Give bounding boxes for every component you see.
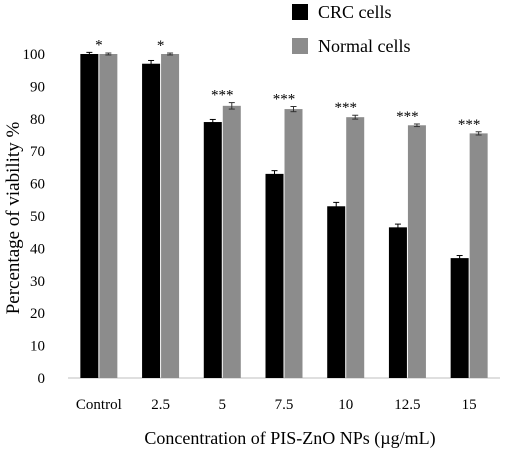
bar-crc — [388, 227, 407, 378]
x-tick-label: 5 — [219, 397, 227, 413]
x-axis: Control 2.5 5 7.5 10 12.5 15 — [68, 377, 500, 413]
significance-marker: * — [95, 37, 103, 53]
bar-normal — [99, 54, 118, 378]
y-axis: 0 10 20 30 40 50 60 70 80 90 100 — [23, 47, 46, 387]
bar-crc — [142, 63, 161, 378]
y-tick-label: 30 — [30, 274, 45, 290]
y-tick-label: 10 — [30, 339, 45, 355]
significance-marker: *** — [273, 91, 296, 107]
significance-marker: *** — [211, 88, 234, 104]
legend-label-normal: Normal cells — [318, 36, 410, 56]
y-tick-label: 70 — [30, 144, 45, 160]
bar-normal — [284, 109, 303, 378]
bar-crc — [80, 54, 99, 378]
y-tick-label: 80 — [30, 112, 45, 128]
x-tick-label: 12.5 — [394, 397, 420, 413]
bar-normal — [469, 133, 488, 378]
x-axis-title: Concentration of PIS-ZnO NPs (µg/mL) — [144, 428, 435, 449]
significance-marker: * — [157, 38, 165, 54]
y-axis-title: Percentage of viability % — [3, 122, 24, 315]
x-tick-label: Control — [76, 397, 122, 413]
y-tick-label: 0 — [38, 371, 46, 387]
bar-crc — [265, 173, 284, 378]
significance-marker: *** — [334, 100, 357, 116]
y-tick-label: 100 — [23, 47, 46, 63]
y-tick-label: 50 — [30, 209, 45, 225]
bar-normal — [346, 117, 365, 379]
legend: CRC cells Normal cells — [292, 2, 410, 56]
significance-marker: *** — [396, 109, 419, 125]
bar-normal — [407, 125, 426, 378]
bar-crc — [450, 258, 469, 378]
bar-normal — [161, 54, 180, 378]
x-tick-label: 10 — [338, 397, 353, 413]
bar-normal — [222, 105, 241, 378]
bar-crc — [203, 122, 222, 378]
x-tick-label: 2.5 — [151, 397, 170, 413]
bar-crc — [327, 206, 346, 378]
y-tick-label: 90 — [30, 79, 45, 95]
legend-swatch-normal — [292, 38, 308, 54]
x-tick-label: 7.5 — [275, 397, 294, 413]
legend-label-crc: CRC cells — [318, 2, 392, 22]
y-tick-label: 60 — [30, 177, 45, 193]
legend-swatch-crc — [292, 4, 308, 20]
significance-annotations: * **** ********* *** — [95, 37, 480, 132]
x-tick-label: 15 — [462, 397, 477, 413]
y-tick-label: 20 — [30, 306, 45, 322]
y-tick-label: 40 — [30, 241, 45, 257]
bars — [80, 51, 488, 379]
significance-marker: *** — [458, 117, 481, 133]
